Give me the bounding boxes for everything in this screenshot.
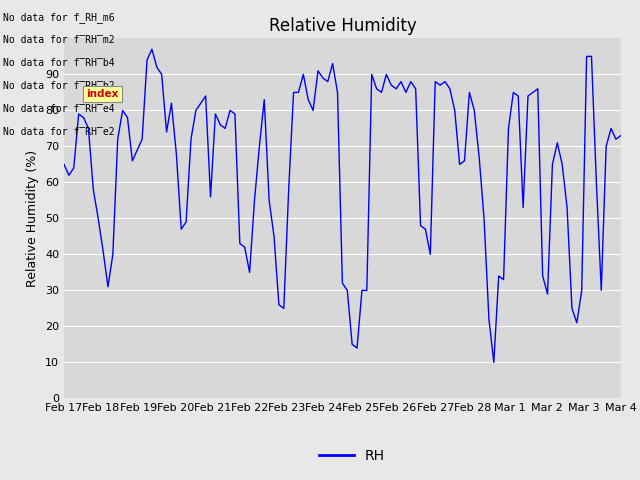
- Y-axis label: Relative Humidity (%): Relative Humidity (%): [26, 150, 40, 287]
- Text: No data for f̅RH̅e2: No data for f̅RH̅e2: [3, 127, 115, 137]
- Text: No data for f̅RH̅b2: No data for f̅RH̅b2: [3, 81, 115, 91]
- Text: No data for f̅RH̅e4: No data for f̅RH̅e4: [3, 104, 115, 114]
- Text: No data for f̅RH̅b4: No data for f̅RH̅b4: [3, 58, 115, 68]
- Legend: RH: RH: [314, 443, 390, 468]
- Title: Relative Humidity: Relative Humidity: [269, 17, 416, 36]
- Text: No data for f̅RH̅m2: No data for f̅RH̅m2: [3, 35, 115, 45]
- Text: No data for f_RH_m6: No data for f_RH_m6: [3, 12, 115, 23]
- Text: index: index: [86, 89, 119, 99]
